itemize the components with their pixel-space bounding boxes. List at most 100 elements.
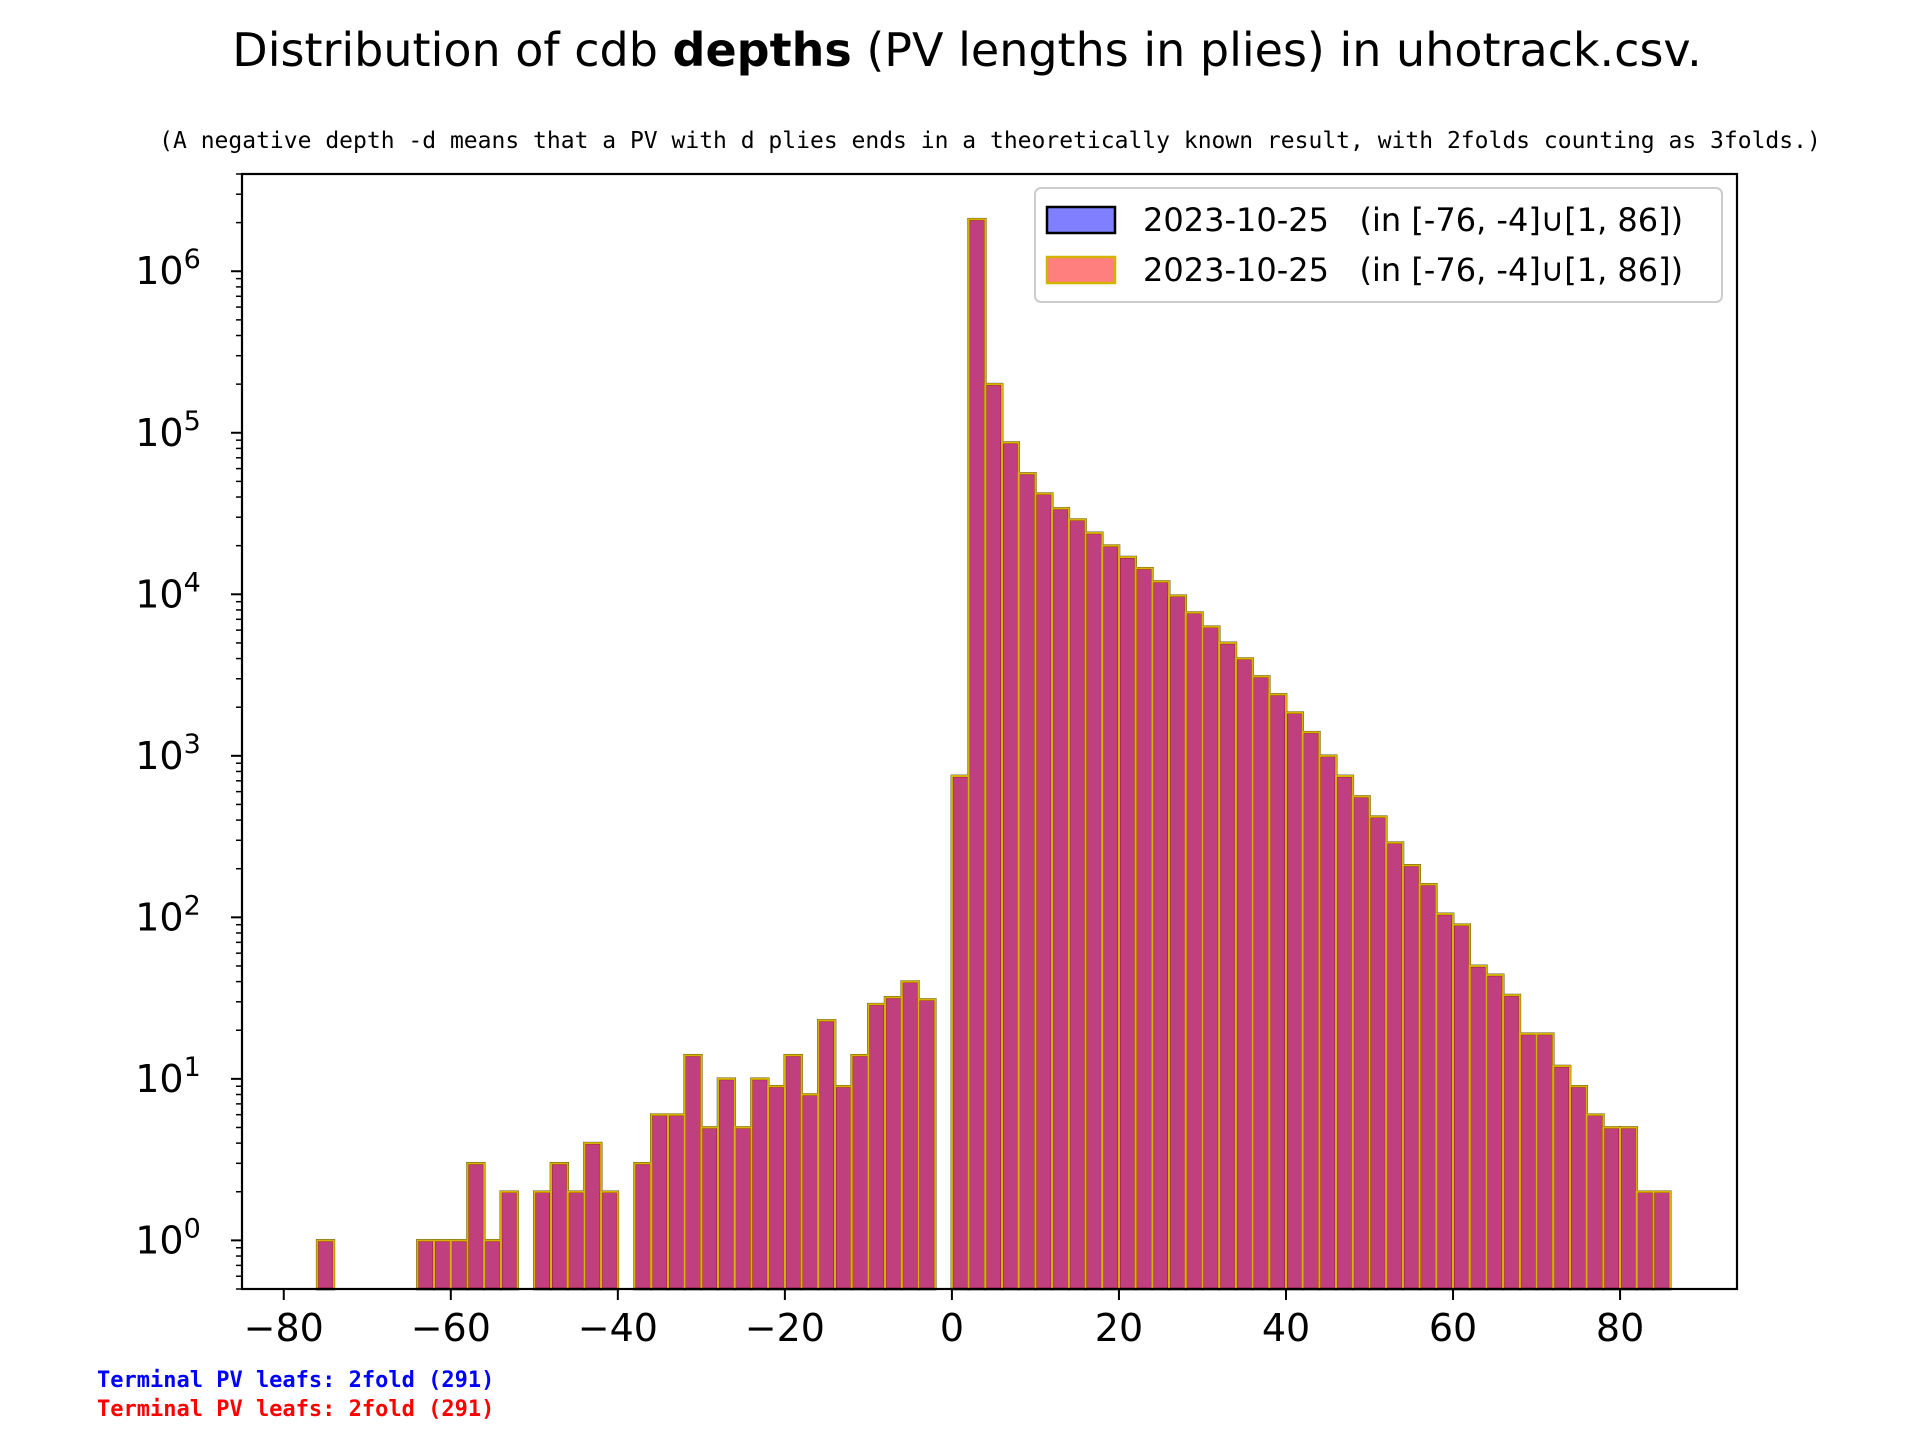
bar-s1-26	[867, 1003, 887, 1290]
chart-title-pre: Distribution of cdb	[232, 23, 672, 77]
x-tick-label: −20	[745, 1306, 825, 1350]
legend-label-1: 2023-10-25 (in [-76, -4]∪[1, 86])	[1143, 251, 1683, 289]
bar-s1-18	[733, 1126, 753, 1290]
bar-s1-30	[950, 774, 970, 1290]
bar-s1-45	[1201, 625, 1221, 1290]
bar-s1-59	[1435, 912, 1455, 1290]
bar-s1-31	[967, 218, 987, 1291]
bar-s1-70	[1619, 1126, 1638, 1290]
bar-s1-15	[683, 1054, 703, 1290]
x-tick-label: 0	[940, 1306, 964, 1350]
bar-s1-63	[1502, 994, 1521, 1290]
bar-s1-12	[633, 1162, 653, 1291]
bar-s1-40	[1117, 556, 1137, 1290]
bar-s1-34	[1017, 472, 1037, 1290]
bar-s1-5	[483, 1239, 502, 1291]
bar-s1-57	[1401, 864, 1421, 1290]
bar-s1-21	[783, 1054, 803, 1290]
chart-title: Distribution of cdb depths (PV lengths i…	[232, 23, 1701, 77]
bar-s1-56	[1385, 841, 1404, 1291]
y-tick-label: 100	[135, 1213, 201, 1262]
bar-s1-66	[1552, 1065, 1571, 1290]
bar-s1-33	[1001, 441, 1020, 1291]
bar-s1-53	[1335, 774, 1354, 1290]
bar-s1-64	[1518, 1032, 1538, 1290]
bars-group	[315, 217, 1672, 1291]
bar-s1-55	[1368, 815, 1388, 1290]
bar-s1-50	[1284, 711, 1304, 1290]
bar-s1-65	[1535, 1032, 1555, 1290]
bar-s1-22	[800, 1093, 820, 1291]
bar-s1-16	[700, 1126, 720, 1290]
bar-s1-51	[1301, 731, 1321, 1290]
bar-s1-62	[1485, 973, 1505, 1290]
bar-s1-58	[1418, 883, 1438, 1290]
bar-s1-68	[1585, 1113, 1605, 1290]
y-tick-label: 102	[135, 890, 201, 939]
bar-s1-71	[1635, 1190, 1655, 1290]
bar-s1-47	[1234, 657, 1254, 1290]
bar-s1-48	[1251, 675, 1271, 1290]
bar-s1-42	[1151, 580, 1171, 1290]
y-tick-label: 106	[135, 244, 201, 293]
footnote-blue: Terminal PV leafs: 2fold (291)	[97, 1368, 494, 1393]
bar-s1-8	[550, 1162, 569, 1291]
bar-s1-35	[1034, 492, 1054, 1290]
bar-s1-24	[833, 1085, 853, 1290]
legend-swatch-1	[1045, 255, 1117, 285]
x-tick-label: 60	[1429, 1306, 1477, 1350]
bar-s1-11	[600, 1190, 619, 1290]
bar-s1-20	[767, 1085, 786, 1290]
y-tick-label: 101	[135, 1052, 201, 1101]
bar-s1-13	[650, 1113, 669, 1290]
bar-s1-17	[717, 1077, 736, 1290]
bar-s1-52	[1318, 754, 1338, 1290]
bar-s1-28	[900, 980, 920, 1290]
bar-s1-54	[1351, 795, 1371, 1290]
bar-s1-27	[884, 996, 903, 1290]
chart-title-post: (PV lengths in plies) in uhotrack.csv.	[852, 23, 1702, 77]
bar-s1-32	[984, 383, 1004, 1290]
plot-frame	[240, 172, 1739, 1291]
legend-label-0: 2023-10-25 (in [-76, -4]∪[1, 86])	[1143, 201, 1683, 239]
legend: 2023-10-25 (in [-76, -4]∪[1, 86]) 2023-10…	[1034, 187, 1723, 303]
y-tick-label: 105	[135, 406, 201, 455]
y-tick-label: 103	[135, 729, 201, 778]
bar-s1-41	[1134, 567, 1154, 1290]
bar-s1-38	[1084, 531, 1104, 1290]
bar-s1-4	[466, 1162, 486, 1291]
legend-box	[1034, 187, 1723, 303]
x-tick-label: 20	[1095, 1306, 1143, 1350]
x-tick-label: 80	[1596, 1306, 1644, 1350]
bar-s1-7	[533, 1190, 553, 1290]
bar-s1-0	[316, 1239, 335, 1291]
bar-s1-67	[1568, 1085, 1588, 1290]
bar-s1-2	[433, 1239, 452, 1291]
bar-s1-43	[1168, 594, 1187, 1290]
bar-s1-25	[850, 1054, 870, 1290]
chart-subtitle: (A negative depth -d means that a PV wit…	[159, 128, 1821, 154]
bar-s1-60	[1452, 923, 1471, 1290]
footnote-red: Terminal PV leafs: 2fold (291)	[97, 1397, 494, 1422]
bar-s1-19	[750, 1077, 770, 1290]
bar-s1-9	[566, 1190, 586, 1290]
bar-s1-72	[1652, 1190, 1672, 1290]
bar-s1-1	[416, 1239, 436, 1291]
bar-s1-49	[1268, 693, 1287, 1290]
bar-s1-36	[1051, 507, 1070, 1290]
bar-s1-3	[449, 1239, 469, 1291]
bar-s1-10	[583, 1142, 603, 1290]
bar-s1-29	[917, 998, 937, 1290]
x-tick-label: −80	[244, 1306, 324, 1350]
bar-s1-14	[666, 1113, 686, 1290]
y-tick-label: 104	[135, 567, 201, 616]
bar-s1-37	[1067, 518, 1087, 1290]
bar-s1-69	[1602, 1126, 1622, 1290]
axes-group: −80 −60 −40 −20 0 20 40 60 80 100 101 102 103 104 105 1…	[135, 172, 1739, 1350]
legend-swatch-0	[1045, 205, 1117, 235]
bar-s1-23	[817, 1019, 836, 1290]
x-tick-label: −60	[411, 1306, 491, 1350]
bar-s1-61	[1468, 964, 1488, 1291]
chart-title-bold: depths	[673, 23, 852, 77]
